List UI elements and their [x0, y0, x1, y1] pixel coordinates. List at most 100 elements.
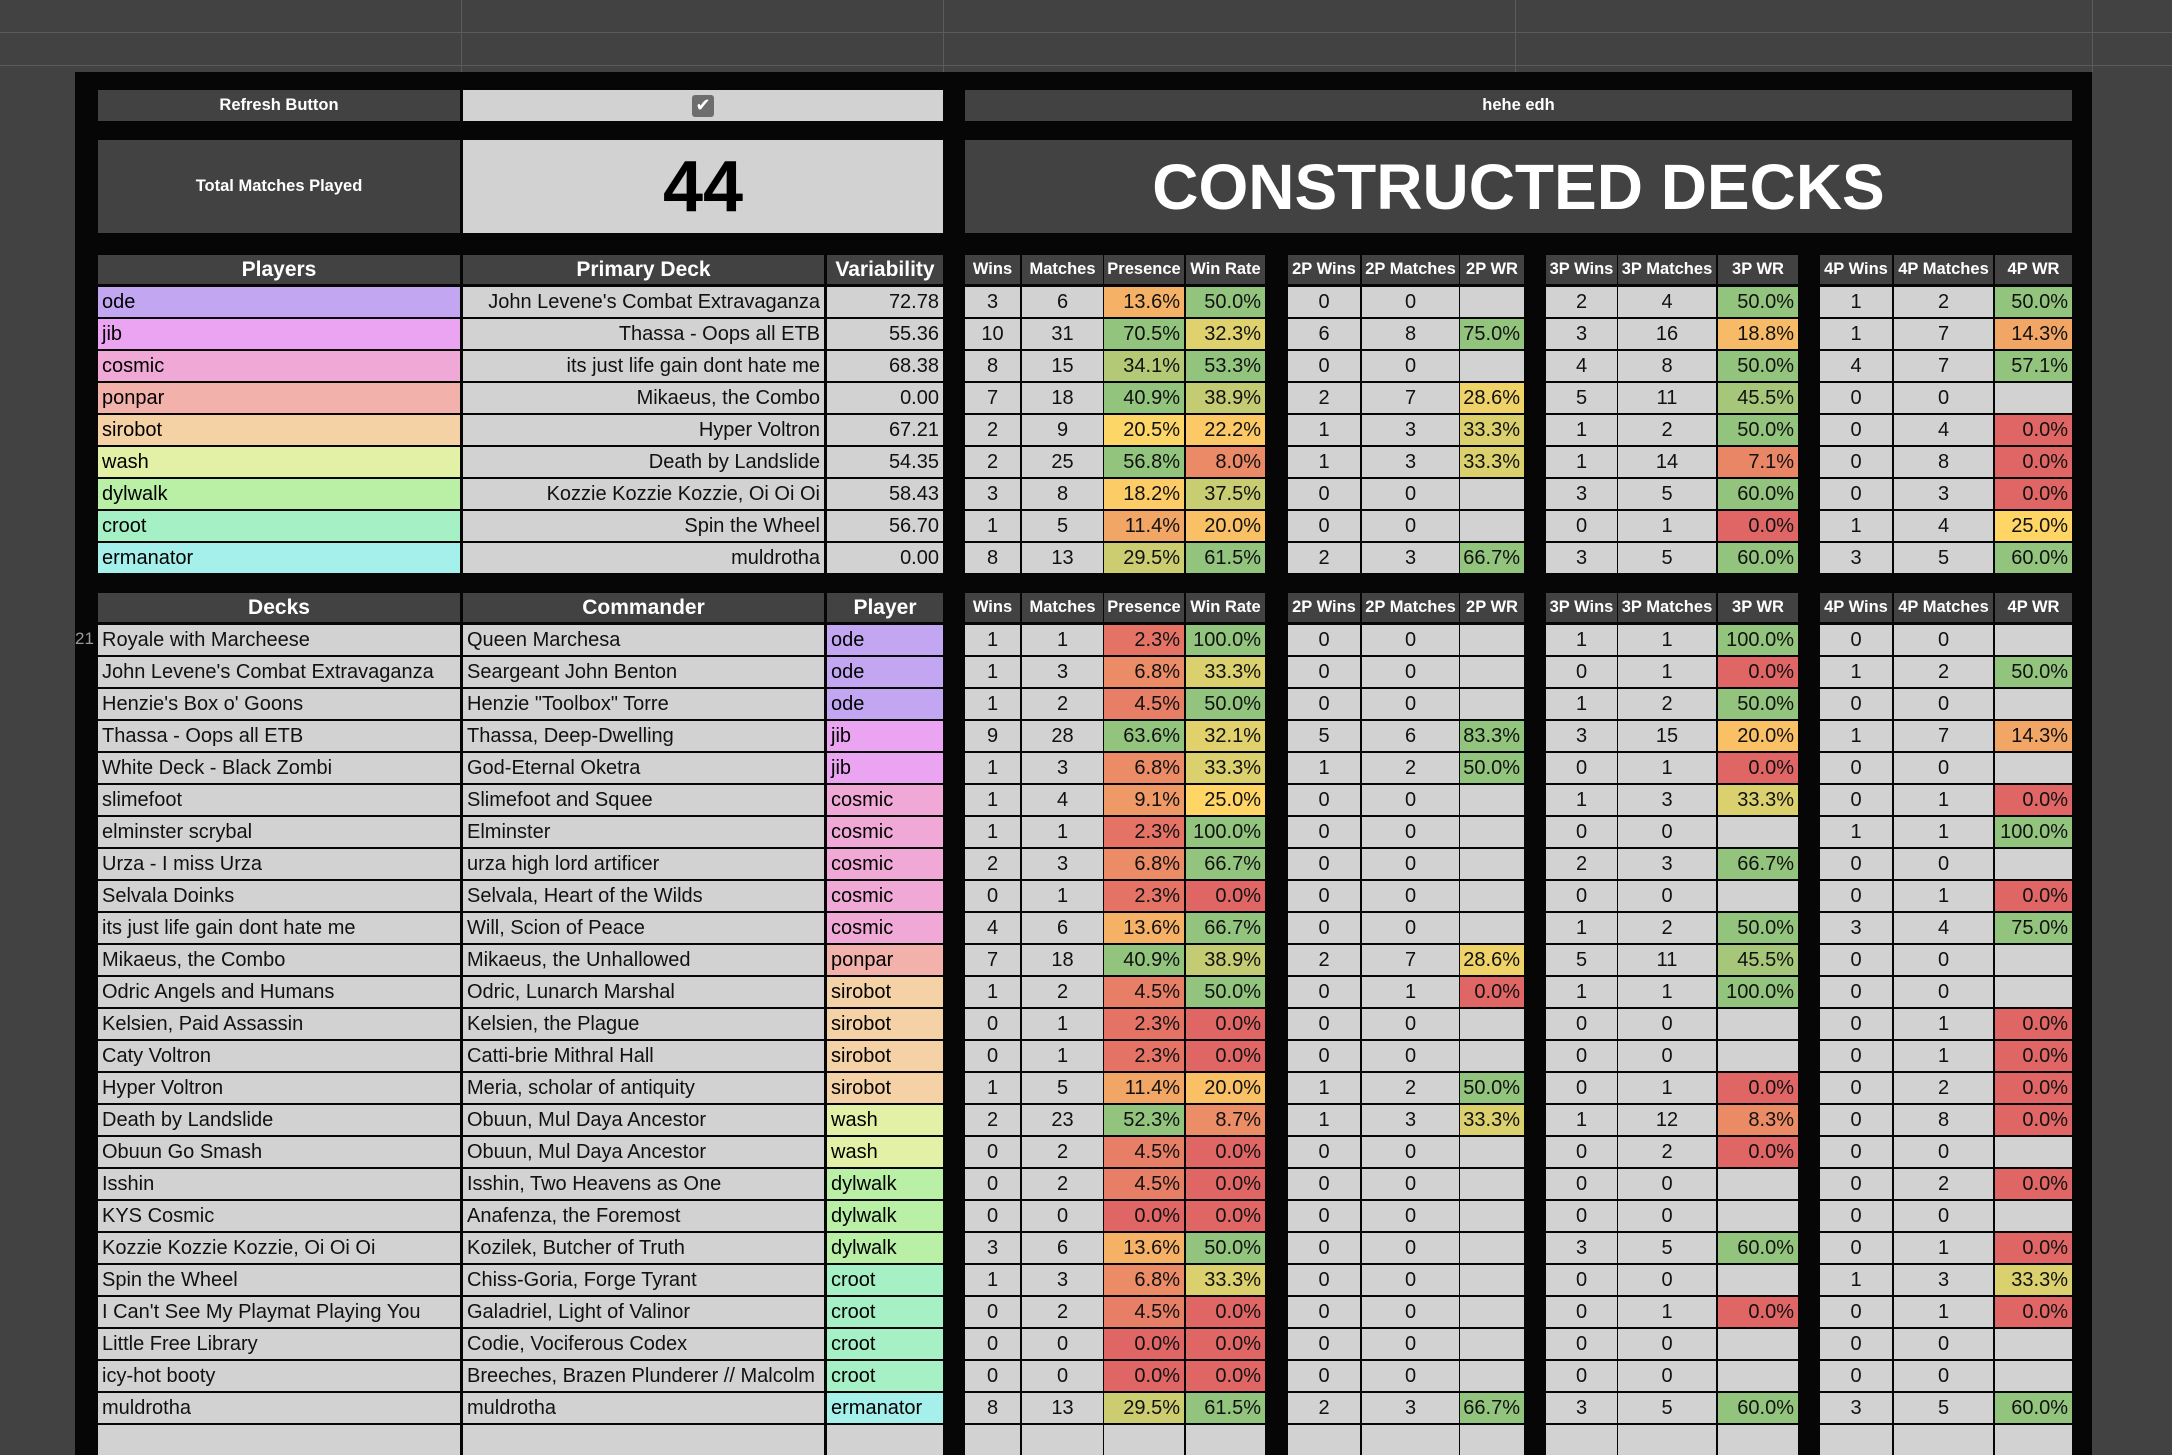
player-stat-matches: 15 — [1022, 351, 1103, 381]
deck-stat-3p-wins: 0 — [1546, 1265, 1617, 1295]
primary-deck: John Levene's Combat Extravaganza — [463, 287, 824, 317]
player-stat-2p-wins: 6 — [1288, 319, 1360, 349]
player-stat-matches: 31 — [1022, 319, 1103, 349]
deck-stat-2p-matches: 1 — [1362, 977, 1459, 1007]
deck-stat-2p-wins: 0 — [1288, 689, 1360, 719]
player-stat-2p-matches: 3 — [1362, 447, 1459, 477]
primary-deck: muldrotha — [463, 543, 824, 573]
player-stat-2p-wins: 1 — [1288, 415, 1360, 445]
deck-stat-4p-wr: 14.3% — [1995, 721, 2072, 751]
deck-stat-4p-wins: 0 — [1820, 1009, 1892, 1039]
deck-stat-2p-wr — [1460, 881, 1524, 911]
player-stat-presence: 56.8% — [1104, 447, 1184, 477]
deck-stat-3p-matches: 1 — [1618, 753, 1716, 783]
variability: 56.70 — [827, 511, 943, 541]
player-stat-4p-wr: 50.0% — [1995, 287, 2072, 317]
player-stat-matches: 9 — [1022, 415, 1103, 445]
deck-stat-4p-wr — [1995, 689, 2072, 719]
player-stat-win-rate: 61.5% — [1186, 543, 1265, 573]
deck-stat-3p-wr: 60.0% — [1718, 1233, 1798, 1263]
player-name: sirobot — [98, 415, 460, 445]
deck-stat-4p-matches: 2 — [1894, 657, 1993, 687]
deck-stat-4p-matches: 0 — [1894, 689, 1993, 719]
deck-stat-2p-wr: 50.0% — [1460, 753, 1524, 783]
deck-stat-matches: 2 — [1022, 1297, 1103, 1327]
deck-stat-4p-wr: 0.0% — [1995, 1297, 2072, 1327]
deck-stat-4p-matches: 5 — [1894, 1393, 1993, 1423]
player-name: ponpar — [98, 383, 460, 413]
players-header-3p-wr: 3P WR — [1718, 255, 1798, 284]
deck-stat-3p-matches: 0 — [1618, 1265, 1716, 1295]
deck-stat-3p-wins: 0 — [1546, 1297, 1617, 1327]
deck-stat-2p-wr — [1460, 913, 1524, 943]
deck-stat-2p-wins: 0 — [1288, 849, 1360, 879]
deck-stat-2p-matches: 0 — [1362, 1329, 1459, 1359]
deck-player: cosmic — [827, 817, 943, 847]
deck-stat-matches: 28 — [1022, 721, 1103, 751]
deck-stat-presence — [1104, 1425, 1184, 1455]
deck-stat-2p-wr — [1460, 1425, 1524, 1455]
deck-stat-2p-matches: 0 — [1362, 1009, 1459, 1039]
refresh-checkbox-cell[interactable]: ✔ — [463, 90, 943, 121]
deck-stat-4p-wins: 0 — [1820, 881, 1892, 911]
deck-name: Spin the Wheel — [98, 1265, 460, 1295]
deck-stat-4p-wr: 0.0% — [1995, 1233, 2072, 1263]
player-stat-2p-matches: 3 — [1362, 415, 1459, 445]
deck-stat-4p-wr: 0.0% — [1995, 1105, 2072, 1135]
deck-stat-2p-wins: 0 — [1288, 1233, 1360, 1263]
player-stat-3p-wr: 45.5% — [1718, 383, 1798, 413]
deck-stat-3p-wins: 1 — [1546, 625, 1617, 655]
player-stat-2p-matches: 0 — [1362, 351, 1459, 381]
deck-stat-2p-wr — [1460, 1329, 1524, 1359]
deck-stat-3p-matches: 3 — [1618, 785, 1716, 815]
deck-player: ode — [827, 689, 943, 719]
deck-stat-2p-wins: 0 — [1288, 1265, 1360, 1295]
player-stat-4p-wins: 1 — [1820, 511, 1892, 541]
deck-player: jib — [827, 721, 943, 751]
deck-stat-3p-wr: 50.0% — [1718, 689, 1798, 719]
deck-stat-2p-wins: 5 — [1288, 721, 1360, 751]
deck-stat-2p-matches: 0 — [1362, 1169, 1459, 1199]
deck-stat-4p-matches: 0 — [1894, 945, 1993, 975]
player-stat-presence: 20.5% — [1104, 415, 1184, 445]
deck-stat-2p-wins: 0 — [1288, 625, 1360, 655]
deck-stat-4p-wins: 0 — [1820, 1137, 1892, 1167]
deck-stat-2p-matches: 0 — [1362, 913, 1459, 943]
decks-header-1: Commander — [463, 593, 824, 622]
deck-stat-2p-matches: 0 — [1362, 1361, 1459, 1391]
player-stat-presence: 40.9% — [1104, 383, 1184, 413]
deck-stat-matches: 2 — [1022, 1137, 1103, 1167]
deck-stat-2p-matches: 0 — [1362, 881, 1459, 911]
deck-stat-3p-wr: 66.7% — [1718, 849, 1798, 879]
deck-stat-2p-matches: 2 — [1362, 1073, 1459, 1103]
player-stat-wins: 8 — [965, 351, 1020, 381]
deck-stat-4p-matches: 0 — [1894, 753, 1993, 783]
player-stat-2p-wr: 33.3% — [1460, 415, 1524, 445]
deck-stat-2p-wr — [1460, 657, 1524, 687]
deck-stat-2p-matches — [1362, 1425, 1459, 1455]
deck-stat-3p-wins: 1 — [1546, 1105, 1617, 1135]
total-matches-label: Total Matches Played — [98, 140, 460, 233]
player-stat-2p-matches: 8 — [1362, 319, 1459, 349]
refresh-button-label: Refresh Button — [98, 90, 460, 121]
deck-stat-wins: 0 — [965, 1169, 1020, 1199]
player-stat-4p-wins: 1 — [1820, 319, 1892, 349]
commander-name: Kozilek, Butcher of Truth — [463, 1233, 824, 1263]
player-stat-3p-matches: 5 — [1618, 479, 1716, 509]
deck-stat-2p-matches: 0 — [1362, 785, 1459, 815]
variability: 55.36 — [827, 319, 943, 349]
checkbox-checked-icon[interactable]: ✔ — [692, 94, 714, 117]
deck-stat-4p-matches: 3 — [1894, 1265, 1993, 1295]
deck-stat-2p-wins: 1 — [1288, 1073, 1360, 1103]
deck-stat-matches: 13 — [1022, 1393, 1103, 1423]
player-stat-matches: 25 — [1022, 447, 1103, 477]
deck-stat-2p-wins: 0 — [1288, 1041, 1360, 1071]
deck-stat-4p-matches: 0 — [1894, 1361, 1993, 1391]
deck-stat-matches: 1 — [1022, 1041, 1103, 1071]
player-stat-4p-wr — [1995, 383, 2072, 413]
deck-stat-2p-matches: 3 — [1362, 1393, 1459, 1423]
deck-stat-4p-matches: 1 — [1894, 1233, 1993, 1263]
player-stat-3p-matches: 8 — [1618, 351, 1716, 381]
deck-stat-wins: 3 — [965, 1233, 1020, 1263]
deck-stat-wins: 0 — [965, 1041, 1020, 1071]
